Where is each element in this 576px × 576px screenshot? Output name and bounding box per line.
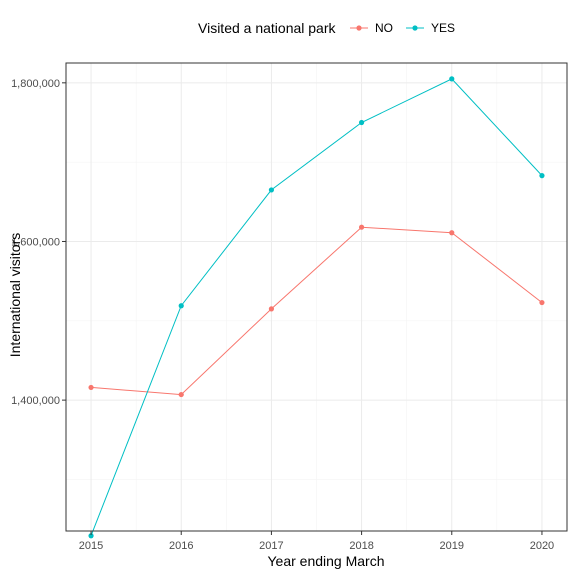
legend: Visited a national park NO YES xyxy=(198,20,455,36)
data-point-no xyxy=(268,306,275,312)
series-line-yes xyxy=(90,78,543,536)
x-tick-label: 2017 xyxy=(259,540,283,552)
x-tick-label: 2019 xyxy=(440,540,464,552)
data-point-yes xyxy=(88,533,94,539)
panel-border xyxy=(65,62,568,532)
y-tick-label: 1,400,000 xyxy=(11,395,60,407)
data-point-no xyxy=(178,391,184,398)
major-gridlines xyxy=(66,63,567,531)
y-axis-title: International visitors xyxy=(7,233,23,358)
data-point-yes xyxy=(268,187,275,193)
x-tick-label: 2015 xyxy=(79,540,103,552)
legend-label-yes: YES xyxy=(431,21,455,35)
x-tick-label: 2016 xyxy=(169,540,193,552)
x-axis-title: Year ending March xyxy=(267,553,384,569)
data-point-no xyxy=(539,299,545,306)
y-axis: 1,400,000 1,600,000 1,800,000 xyxy=(11,78,66,407)
minor-gridlines xyxy=(66,63,567,531)
legend-key-point-yes xyxy=(412,25,418,31)
y-tick-label: 1,600,000 xyxy=(11,236,60,248)
legend-title: Visited a national park xyxy=(198,20,336,36)
data-point-no xyxy=(358,224,365,230)
data-point-no xyxy=(88,384,94,391)
series-layer xyxy=(88,76,545,539)
data-point-no xyxy=(449,230,455,236)
data-point-yes xyxy=(449,76,455,82)
series-line-no xyxy=(90,226,543,396)
legend-key-point-no xyxy=(356,25,362,31)
data-point-yes xyxy=(539,173,545,179)
legend-label-no: NO xyxy=(375,21,393,35)
x-tick-label: 2020 xyxy=(530,540,554,552)
x-tick-label: 2018 xyxy=(349,540,373,552)
y-tick-label: 1,800,000 xyxy=(11,78,60,90)
x-axis: 2015 2016 2017 2018 2019 2020 xyxy=(79,531,554,552)
data-point-yes xyxy=(178,303,184,309)
data-point-yes xyxy=(358,119,365,126)
